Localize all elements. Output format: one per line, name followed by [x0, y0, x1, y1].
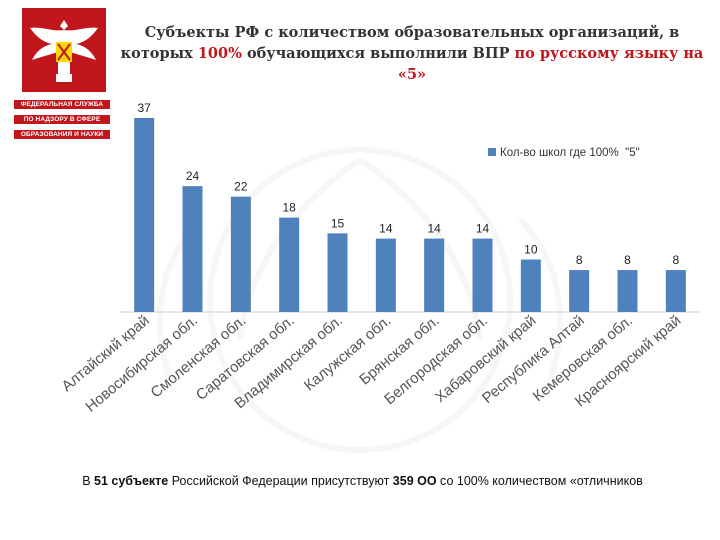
bar-8 — [472, 238, 493, 312]
bar-2 — [182, 186, 203, 312]
category-label-6: Калужская обл. — [301, 312, 394, 394]
title-part-1: Субъекты РФ с количеством образовательны… — [120, 24, 680, 62]
footnote-middle: Российской Федерации присутствуют — [168, 474, 393, 488]
title-subject: по русскому языку на «5» — [397, 45, 704, 83]
data-label-6: 14 — [379, 222, 393, 236]
footnote-region-count: 51 субъекте — [94, 474, 169, 488]
agency-line-2: ПО НАДЗОРУ В СФЕРЕ — [14, 115, 110, 124]
bar-4 — [279, 217, 300, 312]
title-percent: 100% — [197, 45, 242, 62]
bar-9 — [520, 259, 541, 312]
agency-name: ФЕДЕРАЛЬНАЯ СЛУЖБА ПО НАДЗОРУ В СФЕРЕ ОБ… — [14, 100, 110, 145]
bar-6 — [375, 238, 396, 312]
legend-label: Кол-во школ где 100% "5" — [500, 147, 640, 159]
footnote-suffix: со 100% количеством «отличников — [436, 474, 643, 488]
data-label-1: 37 — [137, 101, 151, 115]
data-label-11: 8 — [624, 253, 631, 267]
data-label-12: 8 — [672, 253, 679, 267]
bar-5 — [327, 233, 348, 312]
title-part-2: обучающихся выполнили ВПР — [241, 45, 515, 62]
slide-title: Субъекты РФ с количеством образовательны… — [112, 22, 712, 85]
footnote: В 51 субъекте Российской Федерации прису… — [10, 474, 715, 488]
bar-10 — [569, 270, 590, 312]
footnote-prefix: В — [82, 474, 94, 488]
data-label-4: 18 — [282, 201, 296, 215]
bar-3 — [230, 196, 251, 312]
bar-1 — [134, 118, 155, 312]
data-label-2: 24 — [186, 169, 200, 183]
bar-12 — [665, 270, 686, 312]
legend-swatch — [488, 148, 496, 156]
data-label-8: 14 — [476, 222, 490, 236]
data-label-5: 15 — [331, 216, 345, 230]
data-label-7: 14 — [427, 222, 441, 236]
bar-11 — [617, 270, 638, 312]
agency-line-3: ОБРАЗОВАНИЯ И НАУКИ — [14, 130, 110, 139]
agency-line-1: ФЕДЕРАЛЬНАЯ СЛУЖБА — [14, 100, 110, 109]
bar-7 — [424, 238, 445, 312]
data-label-9: 10 — [524, 243, 538, 257]
data-label-10: 8 — [576, 253, 583, 267]
footnote-org-count: 359 ОО — [392, 474, 437, 488]
rosobrnadzor-emblem — [22, 8, 106, 92]
data-label-3: 22 — [234, 180, 248, 194]
